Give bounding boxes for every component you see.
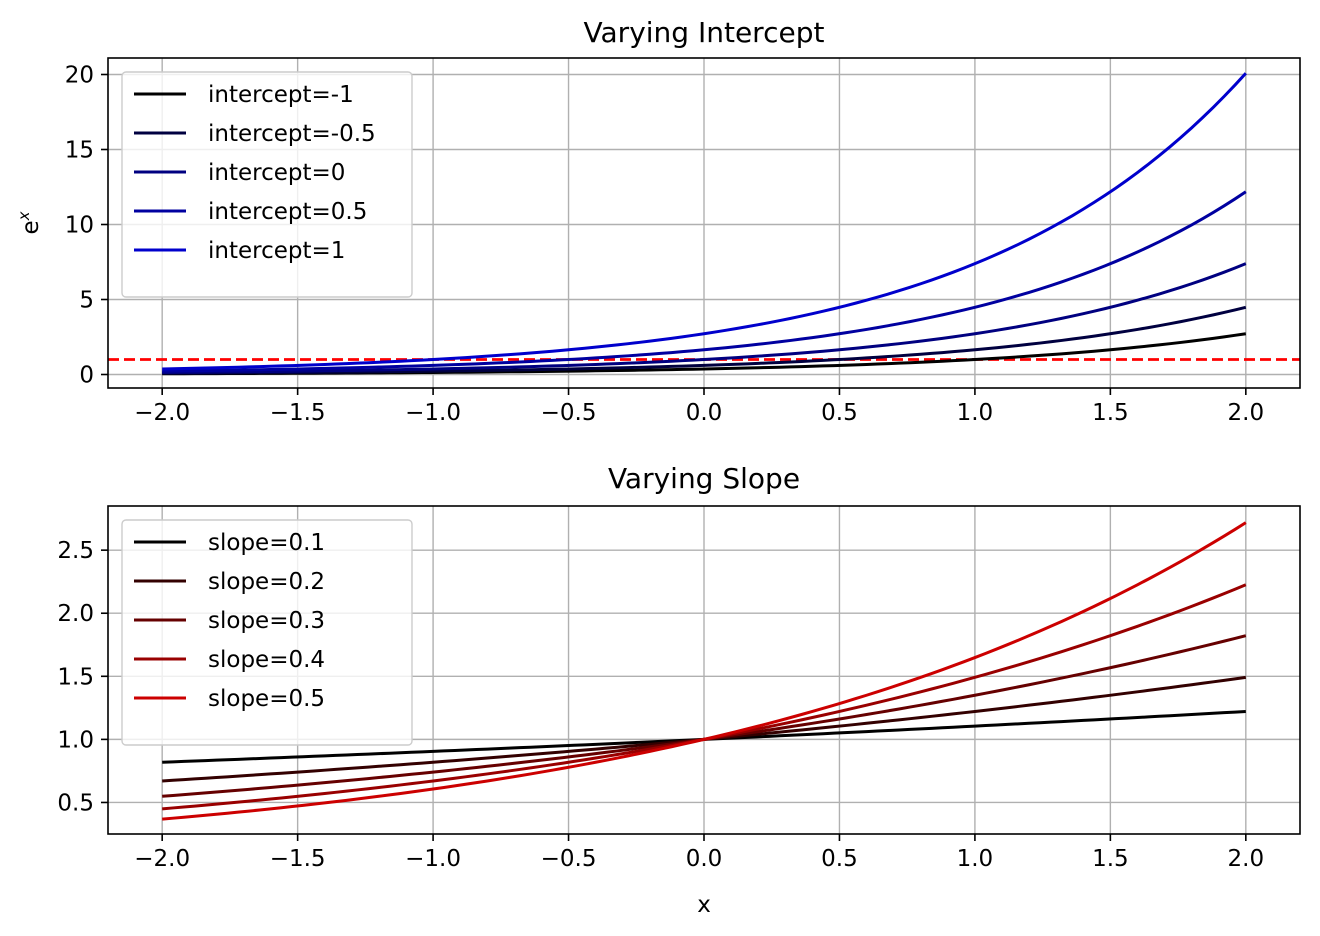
y-tick-label: 2.0 xyxy=(57,601,94,627)
legend-label: slope=0.5 xyxy=(208,686,325,712)
series-lines xyxy=(162,521,1247,821)
y-tick-label: 0.5 xyxy=(57,790,94,816)
legend-label: slope=0.4 xyxy=(208,647,325,673)
y-tick-label: 0 xyxy=(79,363,94,389)
x-tick-label: −2.0 xyxy=(134,846,190,872)
series-line xyxy=(162,190,1247,373)
x-tick-label: −0.5 xyxy=(541,846,597,872)
x-tick-label: −2.0 xyxy=(134,400,190,426)
y-axis-label: ex xyxy=(15,211,44,234)
y-axis-label-base: e xyxy=(18,220,44,234)
x-tick-label: −1.5 xyxy=(270,400,326,426)
x-tick-label: 0.5 xyxy=(821,846,858,872)
legend: slope=0.1 slope=0.2 slope=0.3 slope=0.4 slop… xyxy=(121,519,413,746)
slope-panel: −2.0 −1.5 −1.0 −0.5 0.0 0.5 1.0 1.5 2.0 0.5 1.0 1.5… xyxy=(57,462,1301,918)
x-tick-label: 1.0 xyxy=(957,400,994,426)
legend-label: slope=0.1 xyxy=(208,530,325,556)
y-tick-label: 2.5 xyxy=(57,538,94,564)
series-line xyxy=(162,305,1247,375)
legend-label: slope=0.2 xyxy=(208,569,325,595)
x-tick-label: 1.0 xyxy=(957,846,994,872)
chart-title: Varying Intercept xyxy=(584,16,825,49)
x-tick-label: −1.0 xyxy=(405,846,461,872)
x-tick-label: 0.0 xyxy=(686,846,723,872)
x-tick-label: 2.0 xyxy=(1228,846,1265,872)
legend-label: slope=0.3 xyxy=(208,608,325,634)
legend-label: intercept=0 xyxy=(208,160,345,186)
series-line xyxy=(162,521,1247,821)
axis-ticks: −2.0 −1.5 −1.0 −0.5 0.0 0.5 1.0 1.5 2.0 0 5 10 15 20 xyxy=(65,63,1264,427)
grid xyxy=(108,58,1300,388)
legend-box xyxy=(121,71,413,298)
legend: intercept=-1 intercept=-0.5 intercept=0 int… xyxy=(121,71,413,298)
y-tick-label: 20 xyxy=(65,63,94,89)
x-tick-label: 2.0 xyxy=(1228,400,1265,426)
axis-ticks: −2.0 −1.5 −1.0 −0.5 0.0 0.5 1.0 1.5 2.0 0.5 1.0 1.5… xyxy=(57,538,1264,872)
x-tick-label: 1.5 xyxy=(1092,400,1129,426)
legend-label: intercept=-0.5 xyxy=(208,121,376,147)
legend-label: intercept=0.5 xyxy=(208,199,367,225)
legend-box xyxy=(121,519,413,746)
legend-label: intercept=1 xyxy=(208,238,345,264)
x-tick-label: 1.5 xyxy=(1092,846,1129,872)
y-tick-label: 1.0 xyxy=(57,727,94,753)
y-axis-label-superscript: x xyxy=(15,211,33,221)
x-tick-label: −1.5 xyxy=(270,846,326,872)
y-tick-label: 10 xyxy=(65,213,94,239)
legend-label: intercept=-1 xyxy=(208,82,354,108)
intercept-panel: −2.0 −1.5 −1.0 −0.5 0.0 0.5 1.0 1.5 2.005101520 … xyxy=(15,16,1301,427)
x-tick-label: −1.0 xyxy=(405,400,461,426)
series-line xyxy=(162,262,1247,374)
series-line xyxy=(162,72,1247,371)
x-tick-label: −0.5 xyxy=(541,400,597,426)
x-tick-label: 0.0 xyxy=(686,400,723,426)
y-tick-label: 5 xyxy=(79,288,94,314)
series-lines xyxy=(162,72,1247,376)
y-tick-label: 15 xyxy=(65,138,94,164)
x-tick-label: 0.5 xyxy=(821,400,858,426)
y-tick-label: 1.5 xyxy=(57,664,94,690)
x-axis-label: x xyxy=(697,892,711,918)
chart-title: Varying Slope xyxy=(608,462,800,495)
